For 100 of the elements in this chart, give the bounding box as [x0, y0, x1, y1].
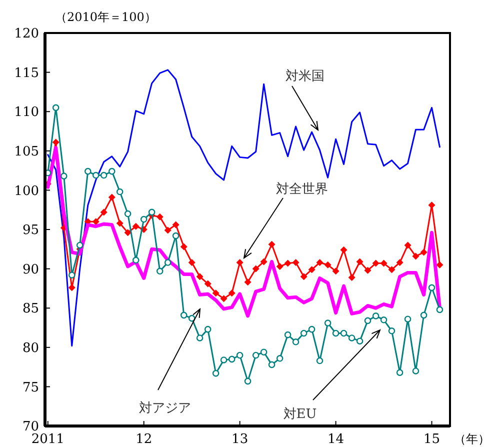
point — [124, 229, 132, 236]
point — [428, 202, 436, 209]
point — [188, 259, 196, 266]
point — [396, 369, 404, 376]
point — [300, 273, 308, 280]
point — [196, 273, 204, 280]
point — [244, 278, 252, 286]
y-tick-label: 85 — [22, 302, 39, 317]
point — [116, 188, 124, 196]
point — [212, 370, 220, 377]
point — [436, 261, 444, 268]
y-tick-label: 80 — [22, 340, 39, 356]
point — [100, 172, 108, 179]
x-tick-label: 15 — [423, 432, 440, 447]
point — [324, 320, 332, 326]
point — [260, 258, 268, 266]
point — [420, 312, 428, 319]
point — [76, 242, 84, 249]
point — [204, 280, 212, 288]
point — [204, 326, 212, 333]
x-tick-label: 12 — [136, 432, 152, 447]
point — [68, 272, 76, 278]
point — [372, 312, 380, 320]
point — [308, 266, 316, 274]
point — [308, 326, 316, 333]
x-tick-label: 14 — [328, 432, 344, 447]
y-tick-label: 75 — [22, 380, 39, 396]
point — [124, 210, 132, 218]
point — [172, 232, 180, 240]
point — [412, 252, 420, 260]
point — [404, 242, 412, 249]
point — [292, 259, 300, 266]
point — [348, 334, 356, 342]
point — [412, 368, 420, 374]
point — [420, 248, 428, 256]
point — [252, 352, 260, 359]
line-series — [47, 69, 440, 347]
point — [284, 260, 292, 267]
x-axis-title: （年） — [454, 432, 490, 446]
point — [364, 266, 372, 274]
point — [348, 274, 356, 281]
point — [140, 216, 148, 223]
point — [388, 327, 396, 334]
point — [300, 330, 308, 337]
point — [52, 104, 60, 112]
point — [428, 284, 436, 292]
point — [100, 208, 108, 216]
point — [316, 357, 324, 364]
point — [220, 356, 228, 364]
x-tick-label: 2011 — [31, 432, 64, 447]
y-tick-label: 95 — [22, 223, 39, 238]
point — [84, 168, 92, 175]
point — [164, 259, 172, 266]
point — [356, 338, 364, 345]
y-tick-label: 115 — [14, 66, 39, 81]
point — [404, 316, 412, 323]
y-tick-label: 120 — [14, 26, 39, 42]
point — [268, 361, 276, 368]
point — [252, 265, 260, 272]
y-tick-label: 105 — [14, 144, 39, 160]
point — [332, 268, 340, 275]
point — [372, 260, 380, 267]
series-label: 対米国 — [286, 68, 324, 84]
point — [340, 330, 348, 337]
point — [268, 240, 276, 248]
point — [156, 268, 164, 275]
point — [92, 218, 100, 226]
point — [388, 266, 396, 274]
point — [188, 314, 196, 322]
point — [236, 352, 244, 359]
point — [52, 138, 60, 146]
point — [276, 355, 284, 362]
point — [228, 356, 236, 363]
y-axis-title: （2010年＝100） — [55, 10, 156, 24]
x-tick-label: 13 — [232, 432, 248, 447]
point — [148, 208, 156, 216]
point — [380, 316, 388, 324]
text: 対アジア — [139, 400, 191, 416]
text: 対全世界 — [276, 181, 328, 197]
point — [260, 348, 268, 356]
point — [164, 226, 172, 234]
point — [156, 213, 164, 220]
point — [228, 290, 236, 297]
point — [380, 260, 388, 267]
point — [244, 378, 252, 385]
point — [172, 221, 180, 228]
point — [108, 194, 116, 201]
y-tick-label: 90 — [22, 262, 39, 278]
point — [292, 338, 300, 346]
point — [60, 172, 68, 180]
point — [180, 312, 188, 319]
point — [220, 295, 228, 302]
point — [396, 259, 404, 266]
point — [212, 290, 220, 297]
point — [236, 259, 244, 266]
point — [132, 256, 140, 264]
point — [132, 222, 140, 230]
point — [68, 284, 76, 292]
point — [284, 331, 292, 338]
point — [436, 306, 444, 314]
